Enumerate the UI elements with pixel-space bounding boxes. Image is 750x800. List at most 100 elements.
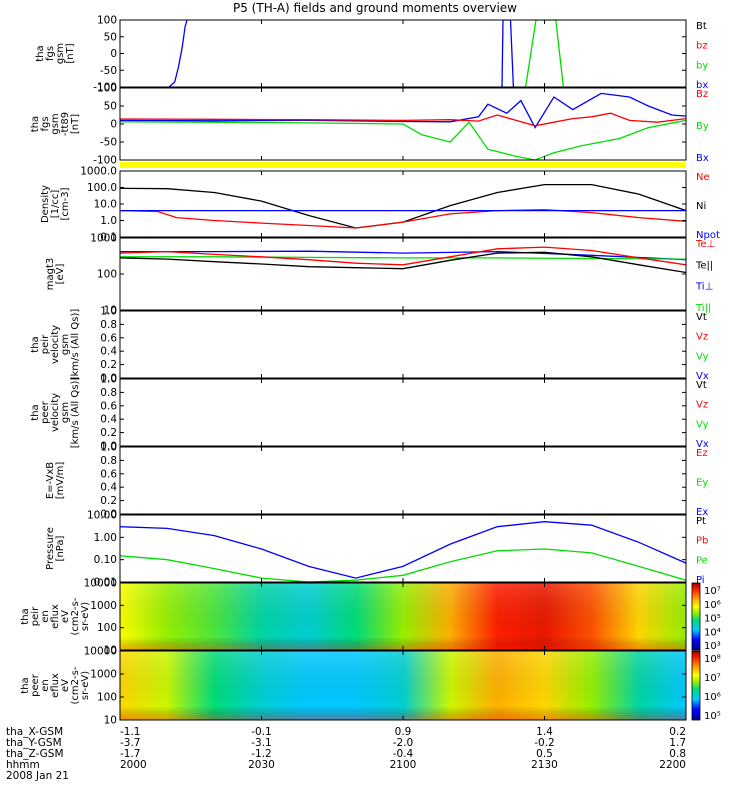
panel-fgs_dsl	[119, 87, 687, 161]
ylabel-line: [nT]	[65, 43, 76, 63]
footer-z_gsm: -1.2	[251, 748, 272, 760]
footer-x_gsm: -1.1	[120, 726, 141, 738]
footer-y_gsm: -3.1	[251, 737, 272, 749]
ytick-label: 10000	[84, 578, 117, 590]
ylabel-line: sr-eV)	[80, 671, 91, 700]
panel-frame	[119, 514, 687, 583]
footer-x_gsm: 0.2	[669, 726, 686, 738]
ytick-label: 100	[97, 622, 117, 634]
panel-frame	[119, 170, 687, 238]
legend-Ne: Ne	[696, 172, 710, 183]
ylabel-line: [nPa]	[55, 535, 66, 561]
footer-hhmm: 2130	[531, 759, 558, 771]
legend-Vt: Vt	[696, 380, 707, 391]
footer-x_gsm: 1.4	[536, 726, 553, 738]
legend-Ti⊥: Ti⊥	[695, 282, 713, 293]
legend-Vx: Vx	[696, 439, 709, 450]
page-title: P5 (TH-A) fields and ground moments over…	[233, 1, 517, 15]
series-Bz	[120, 112, 686, 127]
footer-y_gsm: 1.7	[669, 737, 686, 749]
ytick-label: 1.00	[94, 532, 117, 544]
footer-y_gsm: -2.0	[393, 737, 414, 749]
ytick-label: 50	[104, 101, 117, 113]
ytick-label: 100	[97, 83, 117, 95]
colorbar-label: 10⁶	[704, 692, 721, 703]
ylabel-line: peir	[40, 334, 51, 354]
ytick-label: 1000	[90, 600, 117, 612]
ylabel-line: eV	[60, 610, 71, 623]
footer-label-y: tha_Y-GSM	[6, 737, 62, 749]
series-Pi	[120, 521, 686, 579]
ytick-label: 0.2	[100, 495, 117, 507]
footer-date: 2008 Jan 21	[6, 770, 69, 782]
legend-Bz: Bz	[696, 89, 708, 100]
ytick-label: 100.0	[87, 182, 117, 194]
ytick-label: 0.0	[100, 373, 117, 385]
legend-Pi: Pi	[696, 575, 705, 586]
legend-Vy: Vy	[696, 351, 709, 362]
ytick-label: 0	[110, 119, 117, 131]
ytick-label: 100	[97, 269, 117, 281]
panel-fgs	[119, 19, 687, 88]
ylabel-line: gsm	[60, 402, 71, 423]
footer-label-hhmm: hhmm	[6, 759, 40, 771]
ytick-label: 50	[104, 31, 117, 43]
panel-frame	[119, 378, 687, 447]
ytick-label: 10	[104, 305, 117, 317]
series-Bx	[120, 92, 686, 129]
legend-Te||: Te||	[695, 260, 713, 271]
footer-z_gsm: -1.7	[120, 748, 141, 760]
legend-bz: bz	[696, 41, 708, 52]
legend-Vt: Vt	[696, 312, 707, 323]
ylabel-line: [eV]	[55, 264, 66, 285]
ytick-label: 0.6	[100, 332, 117, 344]
colorbar-label: 10⁴	[704, 627, 721, 638]
ytick-label: 0.8	[100, 319, 117, 331]
series-bx	[501, 20, 515, 87]
ytick-label: 0.6	[100, 400, 117, 412]
legend-Npot: Npot	[696, 230, 720, 241]
ylabel-line: -tt89	[60, 112, 71, 136]
ytick-label: 10000	[84, 646, 117, 658]
ytick-label: 1.0	[100, 306, 117, 318]
panel-frame	[119, 19, 687, 88]
ytick-label: 1.0	[100, 442, 117, 454]
ylabel-line: peer	[30, 673, 41, 697]
ylabel-line: peer	[40, 400, 51, 424]
footer-hhmm: 2000	[120, 759, 147, 771]
panel-peir_en	[119, 582, 701, 651]
legend-Bx: Bx	[696, 153, 709, 164]
legend-Ex: Ex	[696, 507, 708, 518]
legend-Ni: Ni	[696, 201, 706, 212]
ytick-label: 0.8	[100, 455, 117, 467]
panel-frame	[119, 237, 687, 311]
colorbar-label: 10⁶	[704, 600, 721, 611]
ylabel-line: en	[40, 679, 51, 692]
ytick-label: 0.6	[100, 468, 117, 480]
spectrogram-shading	[120, 583, 686, 650]
legend-Vx: Vx	[696, 371, 709, 382]
ylabel-line: eV	[60, 679, 71, 692]
ytick-label: 10	[104, 645, 117, 657]
legend-Vz: Vz	[696, 332, 708, 343]
footer-x_gsm: 0.9	[395, 726, 412, 738]
ytick-label: 0.2	[100, 359, 117, 371]
colorbar-label: 10³	[704, 641, 721, 652]
ylabel-line: velocity	[50, 393, 61, 432]
ytick-label: 0.8	[100, 387, 117, 399]
ytick-label: 1.0	[100, 374, 117, 386]
ytick-label: 1000.0	[80, 166, 117, 178]
panel-vel_peir	[119, 310, 687, 379]
legend-Pe: Pe	[696, 555, 708, 566]
ylabel-line: [cm-3]	[60, 187, 71, 220]
panel-frame	[119, 446, 687, 515]
series-Te⊥	[120, 246, 686, 266]
legend-Bt: Bt	[696, 21, 707, 32]
footer-y_gsm: -3.7	[120, 737, 141, 749]
ytick-label: 10	[104, 715, 117, 727]
ytick-label: 0.4	[100, 482, 117, 494]
ytick-label: -100	[93, 155, 117, 167]
colorbar-label: 10⁵	[704, 711, 721, 722]
panel-peer_en	[119, 650, 701, 721]
